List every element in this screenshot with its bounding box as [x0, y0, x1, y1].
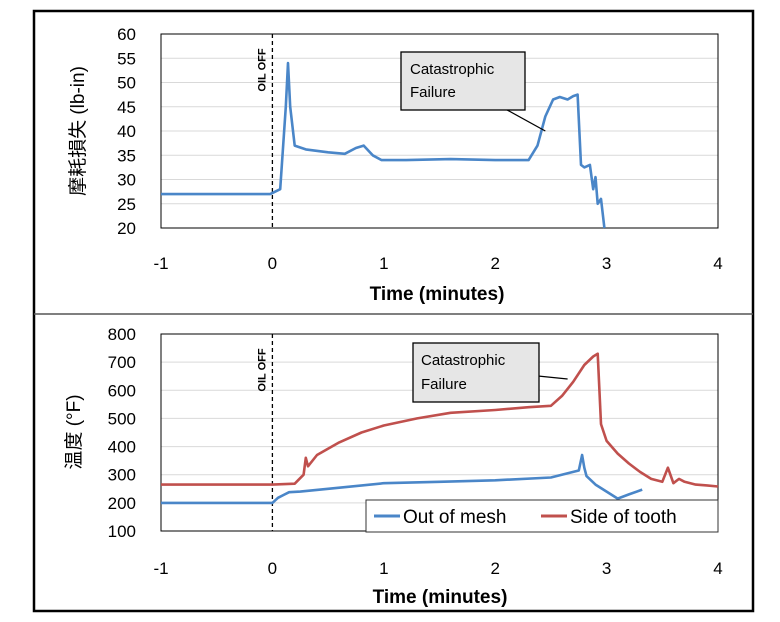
bottom-chart-callout: Catastrophic Failure [412, 342, 568, 403]
side-of-tooth-line [161, 352, 719, 488]
top-chart-callout-box [400, 51, 526, 111]
y-tick-label: 45 [117, 98, 136, 117]
top-chart-callout-line-2: Failure [410, 84, 456, 101]
out-of-mesh-line [161, 453, 643, 505]
top-chart-x-tick-labels: -1 0 1 2 3 4 [153, 254, 722, 273]
x-tick-label: -1 [153, 254, 168, 273]
y-tick-label: 20 [117, 219, 136, 238]
top-chart-plot-area [160, 33, 719, 229]
bottom-chart-y-axis-label: 温度 (°F) [63, 394, 85, 469]
bottom-chart-oil-off-label: OIL OFF [256, 348, 268, 391]
y-tick-label: 200 [108, 494, 136, 513]
bottom-chart-x-axis-label: Time (minutes) [373, 587, 508, 608]
x-tick-label: 4 [713, 559, 722, 578]
y-tick-label: 700 [108, 353, 136, 372]
legend-label-side-of-tooth: Side of tooth [570, 507, 677, 528]
top-chart-x-axis-label: Time (minutes) [370, 284, 505, 305]
x-tick-label: 1 [379, 254, 388, 273]
bottom-chart-callout-line-1: Catastrophic [421, 352, 506, 369]
top-chart-series [161, 61, 606, 229]
y-tick-label: 35 [117, 146, 136, 165]
x-tick-label: 2 [490, 254, 499, 273]
top-chart-callout: Catastrophic Failure [400, 51, 546, 132]
bottom-chart-y-tick-labels: 100 200 300 400 500 600 700 800 [108, 325, 136, 541]
y-tick-label: 25 [117, 195, 136, 214]
bottom-chart-callout-box [412, 342, 540, 403]
bottom-chart-legend: Out of mesh Side of tooth [365, 499, 719, 533]
y-tick-label: 400 [108, 438, 136, 457]
x-tick-label: 3 [602, 559, 611, 578]
x-tick-label: 3 [602, 254, 611, 273]
bottom-chart-callout-line-2: Failure [421, 376, 467, 393]
bottom-chart-series [161, 352, 719, 505]
legend-label-out-of-mesh: Out of mesh [403, 507, 507, 528]
y-tick-label: 50 [117, 74, 136, 93]
y-tick-label: 30 [117, 171, 136, 190]
top-chart-y-axis-label: 摩耗損失 (lb-in) [67, 66, 89, 196]
y-tick-label: 55 [117, 49, 136, 68]
top-chart-oil-off-label: OIL OFF [256, 48, 268, 91]
x-tick-label: 4 [713, 254, 722, 273]
y-tick-label: 100 [108, 522, 136, 541]
y-tick-label: 600 [108, 381, 136, 400]
top-chart-callout-line-1: Catastrophic [410, 61, 495, 78]
y-tick-label: 800 [108, 325, 136, 344]
y-tick-label: 500 [108, 409, 136, 428]
bottom-chart-temperature: 100 200 300 400 500 600 700 800 -1 0 1 2 3 4 OIL OFF… [63, 325, 723, 608]
y-tick-label: 40 [117, 122, 136, 141]
x-tick-label: 0 [268, 254, 277, 273]
bottom-chart-x-tick-labels: -1 0 1 2 3 4 [153, 559, 722, 578]
x-tick-label: 0 [268, 559, 277, 578]
x-tick-label: 1 [379, 559, 388, 578]
y-tick-label: 60 [117, 25, 136, 44]
x-tick-label: 2 [490, 559, 499, 578]
y-tick-label: 300 [108, 466, 136, 485]
x-tick-label: -1 [153, 559, 168, 578]
series-0-line [161, 61, 606, 229]
top-chart-y-tick-labels: 20 25 30 35 40 45 50 55 60 [117, 25, 136, 238]
top-chart-torque: 20 25 30 35 40 45 50 55 60 -1 0 1 2 3 4 OIL OFF Catas… [67, 25, 723, 305]
